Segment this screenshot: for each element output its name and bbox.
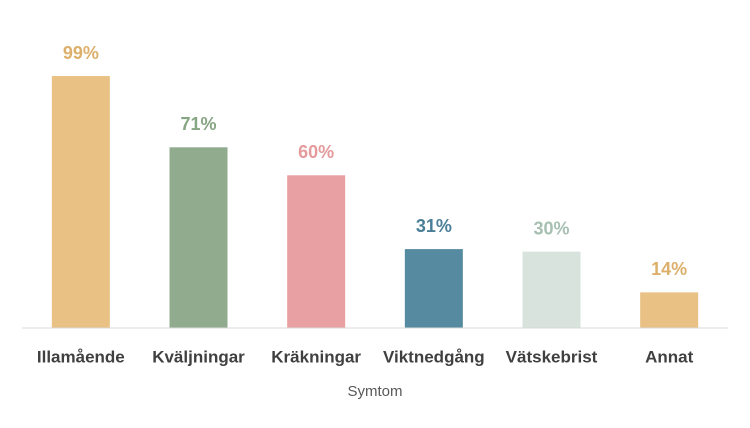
value-label: 31%	[416, 216, 452, 236]
x-tick-label: Viktnedgång	[383, 347, 485, 366]
value-label: 99%	[63, 43, 99, 63]
value-label: 71%	[180, 114, 216, 134]
x-tick-label: Annat	[645, 347, 694, 366]
value-label: 60%	[298, 142, 334, 162]
x-tick-label: Kväljningar	[152, 347, 245, 366]
x-tick-label: Vätskebrist	[506, 347, 598, 366]
bar	[404, 249, 463, 328]
x-axis-label: Symtom	[347, 383, 402, 400]
value-label: 14%	[651, 259, 687, 279]
value-label: 30%	[533, 218, 569, 238]
bar	[169, 147, 228, 328]
bar	[287, 175, 346, 328]
bar	[522, 251, 581, 328]
x-tick-label: Illamående	[37, 347, 125, 366]
bar	[51, 76, 110, 328]
bar	[640, 292, 699, 328]
x-tick-label: Kräkningar	[271, 347, 361, 366]
